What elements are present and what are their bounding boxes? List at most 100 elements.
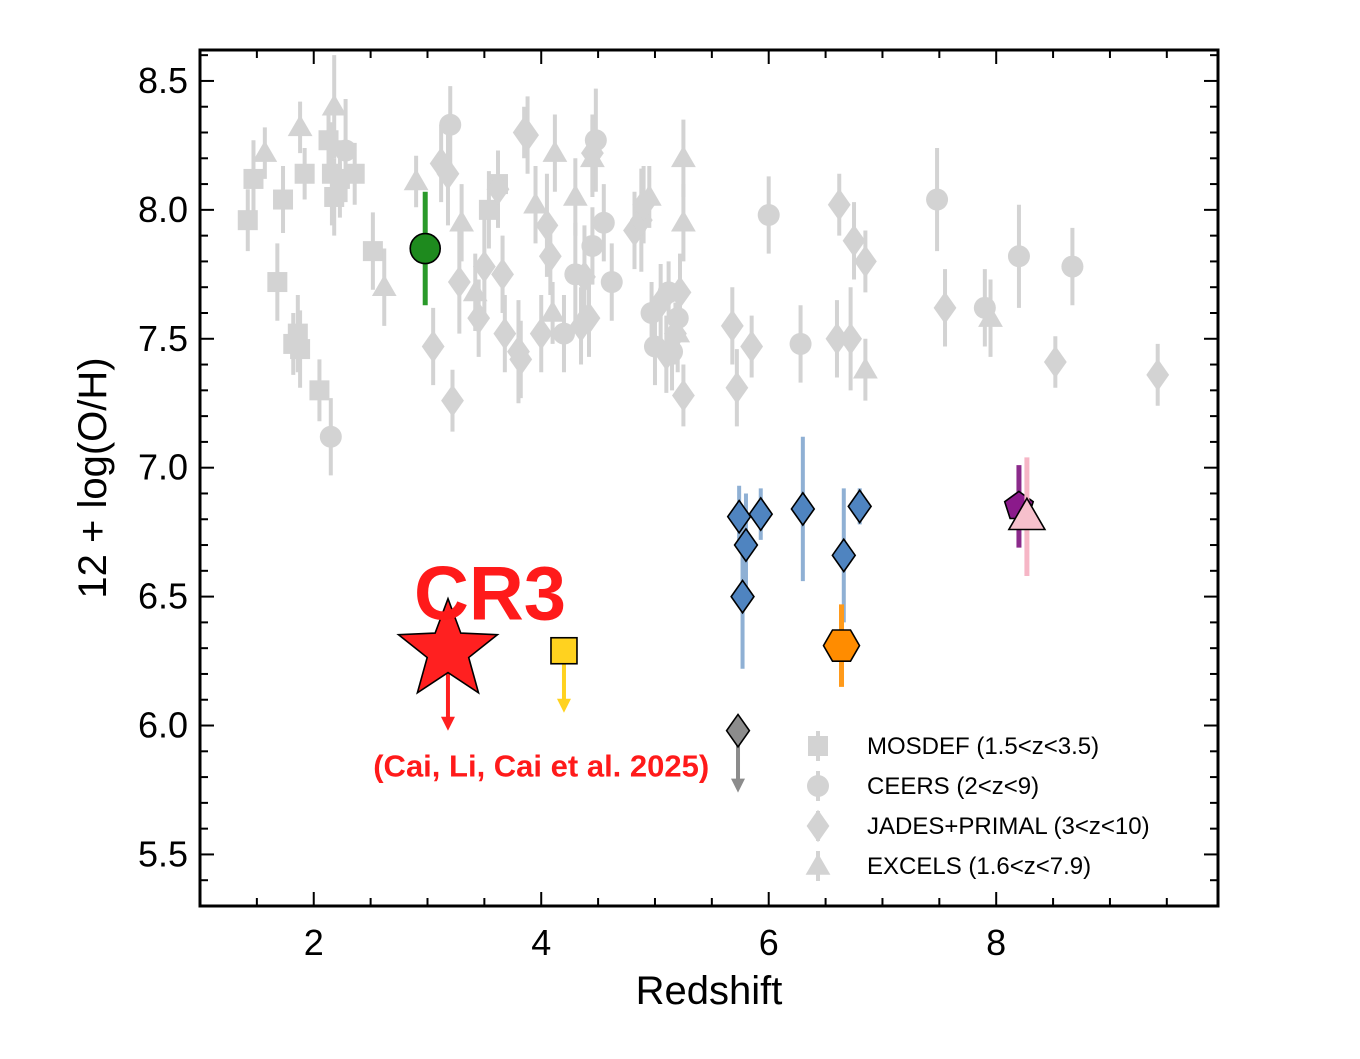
circle-highlight-green-circle bbox=[409, 232, 442, 265]
triangle-point bbox=[523, 192, 548, 214]
square-point bbox=[287, 323, 308, 344]
diamond-point bbox=[429, 147, 453, 180]
triangle-point bbox=[287, 114, 313, 137]
x-tick-label: 2 bbox=[304, 922, 324, 963]
diamond-point bbox=[668, 276, 692, 309]
triangle-point bbox=[978, 305, 1003, 327]
circle-point bbox=[334, 139, 357, 162]
diamond-point bbox=[447, 265, 471, 299]
diamond-point bbox=[725, 371, 749, 404]
triangle-point bbox=[671, 210, 696, 232]
x-axis-title: Redshift bbox=[636, 969, 783, 1013]
x-tick-label: 4 bbox=[531, 922, 551, 963]
triangle-highlight-pink-triangle bbox=[1007, 496, 1047, 531]
diamond-point bbox=[538, 240, 562, 273]
legend-square-marker bbox=[808, 736, 828, 756]
y-tick-label: 6.0 bbox=[138, 705, 188, 746]
y-tick-label: 8.5 bbox=[138, 60, 188, 101]
square-point bbox=[344, 163, 365, 184]
upper-limit-arrowhead bbox=[731, 778, 746, 793]
square-point bbox=[273, 189, 294, 210]
triangle-point bbox=[580, 145, 605, 168]
triangle-point bbox=[371, 274, 397, 296]
square-point bbox=[478, 199, 499, 220]
diamond-point bbox=[1043, 345, 1067, 379]
diamond-highlight-blue-diamonds bbox=[730, 579, 755, 615]
triangle-point bbox=[665, 321, 691, 343]
y-axis-title: 12 + log(O/H) bbox=[71, 357, 115, 598]
data-markers bbox=[237, 94, 1170, 448]
diamond-point bbox=[509, 343, 533, 376]
triangle-point bbox=[636, 184, 662, 206]
diamond-highlight-blue-diamonds bbox=[726, 499, 752, 535]
legend-label: EXCELS (1.6<z<7.9) bbox=[867, 853, 1091, 880]
diamond-highlight-blue-diamonds bbox=[790, 491, 816, 527]
diamond-point bbox=[441, 384, 464, 417]
square-point bbox=[294, 163, 315, 184]
diamond-highlight-grey-diamond bbox=[725, 713, 751, 749]
square-point bbox=[309, 380, 330, 401]
circle-point bbox=[1061, 255, 1084, 278]
diamond-highlight-blue-diamonds bbox=[847, 488, 873, 524]
y-tick-label: 7.0 bbox=[138, 447, 188, 488]
x-tick-label: 8 bbox=[986, 922, 1006, 963]
circle-point bbox=[439, 113, 462, 136]
diamond-point bbox=[491, 258, 514, 291]
diamond-point bbox=[649, 286, 673, 319]
annotations: CR3 (Cai, Li, Cai et al. 2025) bbox=[373, 551, 709, 783]
diamond-point bbox=[573, 260, 596, 294]
diamond-point bbox=[842, 224, 866, 257]
square-point bbox=[237, 210, 258, 231]
diamond-point bbox=[740, 330, 764, 363]
circle-point bbox=[581, 234, 604, 257]
plot-frame bbox=[198, 48, 1220, 908]
upper-limit-arrowhead bbox=[440, 716, 455, 731]
diamond-highlight-blue-diamonds bbox=[748, 496, 774, 532]
square-point bbox=[318, 130, 339, 151]
circle-point bbox=[789, 332, 812, 355]
diamond-point bbox=[1146, 358, 1170, 392]
diamond-point bbox=[825, 322, 849, 355]
diamond-highlight-blue-diamonds bbox=[831, 537, 857, 573]
legend-triangle-marker bbox=[805, 853, 831, 875]
triangle-point bbox=[853, 357, 878, 379]
citation-label: (Cai, Li, Cai et al. 2025) bbox=[373, 748, 709, 783]
square-point bbox=[324, 186, 345, 207]
diamond-highlight-blue-diamonds bbox=[733, 527, 759, 563]
cr3-label: CR3 bbox=[414, 551, 566, 636]
legend-circle-marker bbox=[807, 775, 829, 797]
triangle-point bbox=[542, 140, 568, 162]
circle-point bbox=[552, 322, 575, 345]
circle-point bbox=[757, 204, 780, 227]
square-point bbox=[267, 272, 288, 293]
legend-diamond-marker bbox=[806, 809, 830, 843]
legend: MOSDEF (1.5<z<3.5) CEERS (2<z<9) JADES+PRI… bbox=[805, 731, 1150, 881]
diamond-point bbox=[827, 188, 851, 221]
diamond-point bbox=[933, 291, 957, 325]
square-highlight-yellow-square bbox=[550, 636, 578, 665]
legend-label: CEERS (2<z<9) bbox=[867, 773, 1039, 800]
hexagon-highlight-orange-hexagon bbox=[822, 629, 861, 663]
upper-limit-arrowhead bbox=[556, 698, 571, 713]
diamond-point bbox=[654, 338, 678, 371]
diamond-point bbox=[421, 330, 445, 363]
diamond-point bbox=[629, 203, 653, 237]
star-highlight-CR3 bbox=[396, 596, 500, 695]
circle-point bbox=[592, 211, 615, 234]
square-point bbox=[243, 168, 264, 189]
circle-point bbox=[319, 425, 342, 448]
diamond-point bbox=[577, 301, 601, 335]
diamond-point bbox=[853, 245, 877, 278]
diamond-point bbox=[512, 116, 536, 149]
diamond-point bbox=[493, 317, 517, 350]
diamond-point bbox=[720, 309, 744, 343]
y-tick-label: 7.5 bbox=[138, 318, 188, 359]
diamond-point bbox=[672, 379, 695, 412]
diamond-point bbox=[472, 250, 496, 283]
circle-point bbox=[1007, 245, 1030, 268]
diamond-point bbox=[436, 157, 460, 190]
x-tick-label: 6 bbox=[759, 922, 779, 963]
y-tick-label: 8.0 bbox=[138, 189, 188, 230]
triangle-point bbox=[462, 279, 488, 302]
